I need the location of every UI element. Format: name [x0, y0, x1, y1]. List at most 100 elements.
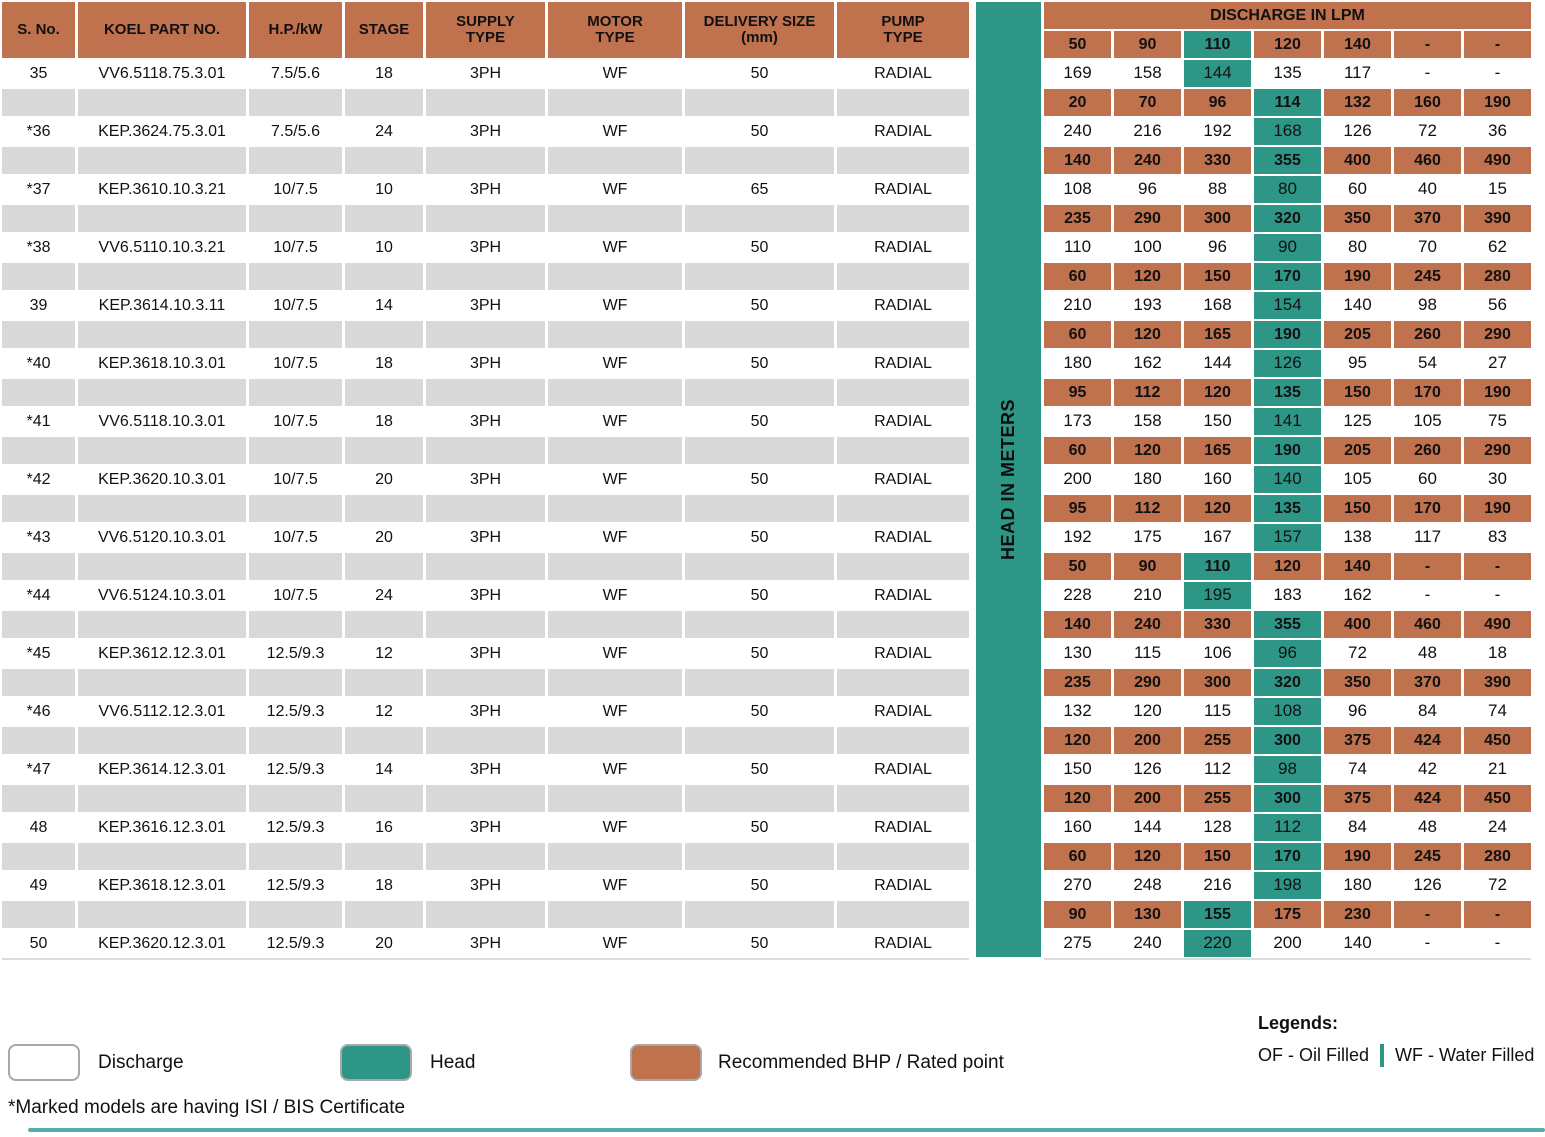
spacer-cell [249, 901, 342, 928]
discharge-cell: 350 [1324, 669, 1391, 696]
spec-cell: KEP.3618.12.3.01 [78, 872, 246, 899]
head-cell: 106 [1184, 640, 1251, 667]
legends-title: Legends: [1258, 1013, 1339, 1033]
head-cell: 144 [1114, 814, 1181, 841]
head-cell: 105 [1394, 408, 1461, 435]
spacer-cell [2, 785, 75, 812]
spacer-cell [345, 205, 423, 232]
discharge-cell: 240 [1114, 147, 1181, 174]
spacer-cell [345, 727, 423, 754]
head-cell: 150 [1044, 756, 1111, 783]
spacer-cell [78, 611, 246, 638]
spacer-cell [345, 89, 423, 116]
head-cell: 83 [1464, 524, 1531, 551]
spec-cell: 3PH [426, 176, 545, 203]
spacer-cell [685, 669, 834, 696]
head-cell: 108 [1254, 698, 1321, 725]
head-cell: 180 [1114, 466, 1181, 493]
spacer-cell [426, 901, 545, 928]
spec-cell: KEP.3616.12.3.01 [78, 814, 246, 841]
spacer-cell [78, 785, 246, 812]
spacer-cell [2, 89, 75, 116]
head-cell: 56 [1464, 292, 1531, 319]
head-cell: 157 [1254, 524, 1321, 551]
head-cell: 128 [1184, 814, 1251, 841]
pump-spec-table: S. No. KOEL PART NO. H.P./kW STAGE SUPPLY TY… [2, 2, 969, 960]
spec-cell: 50 [685, 60, 834, 87]
discharge-cell: 320 [1254, 669, 1321, 696]
discharge-cell: 330 [1184, 147, 1251, 174]
spacer-cell [249, 553, 342, 580]
discharge-cell: 300 [1184, 205, 1251, 232]
spec-cell: 3PH [426, 930, 545, 957]
head-cell: 193 [1114, 292, 1181, 319]
spec-cell: RADIAL [837, 292, 969, 319]
spec-cell: WF [548, 292, 682, 319]
spec-cell: *45 [2, 640, 75, 667]
spacer-cell [685, 785, 834, 812]
head-cell: 160 [1184, 466, 1251, 493]
spec-cell: WF [548, 408, 682, 435]
spacer-cell [685, 205, 834, 232]
head-cell: - [1464, 582, 1531, 609]
spacer-cell [78, 437, 246, 464]
head-cell: 228 [1044, 582, 1111, 609]
head-cell: 100 [1114, 234, 1181, 261]
discharge-cell: 112 [1114, 379, 1181, 406]
column-header: MOTOR TYPE [548, 2, 682, 58]
head-in-meters-bar: HEAD IN METERS [976, 2, 1041, 957]
spacer-cell [249, 321, 342, 348]
spacer-cell [548, 611, 682, 638]
discharge-cell: 120 [1254, 553, 1321, 580]
head-cell: 48 [1394, 640, 1461, 667]
discharge-cell: 132 [1324, 89, 1391, 116]
head-cell: 210 [1114, 582, 1181, 609]
spacer-cell [249, 495, 342, 522]
spacer-cell [345, 147, 423, 174]
spacer-cell [837, 205, 969, 232]
head-cell: 15 [1464, 176, 1531, 203]
spacer-cell [2, 553, 75, 580]
discharge-cell: 450 [1464, 727, 1531, 754]
spec-cell: 48 [2, 814, 75, 841]
head-cell: 167 [1184, 524, 1251, 551]
discharge-cell: 130 [1114, 901, 1181, 928]
spacer-cell [685, 263, 834, 290]
spacer-cell [426, 205, 545, 232]
spacer-cell [2, 379, 75, 406]
spec-cell: 10/7.5 [249, 176, 342, 203]
spec-cell: RADIAL [837, 640, 969, 667]
spec-cell: RADIAL [837, 582, 969, 609]
spec-cell: KEP.3618.10.3.01 [78, 350, 246, 377]
head-cell: 168 [1184, 292, 1251, 319]
spec-cell: KEP.3620.12.3.01 [78, 930, 246, 957]
spacer-cell [345, 901, 423, 928]
bottom-divider-line [28, 1128, 1545, 1132]
spec-cell: 50 [685, 466, 834, 493]
legends-line: OF - Oil Filled WF - Water Filled [1258, 1044, 1534, 1067]
discharge-cell: 120 [1044, 727, 1111, 754]
spec-cell: *44 [2, 582, 75, 609]
spacer-cell [837, 553, 969, 580]
discharge-swatch [8, 1044, 80, 1081]
head-cell: 140 [1324, 930, 1391, 957]
discharge-cell: 135 [1254, 495, 1321, 522]
spec-cell: 14 [345, 756, 423, 783]
head-cell: 216 [1184, 872, 1251, 899]
spec-cell: 12.5/9.3 [249, 814, 342, 841]
spacer-cell [78, 263, 246, 290]
spec-cell: 3PH [426, 292, 545, 319]
spec-cell: 10/7.5 [249, 350, 342, 377]
discharge-cell: 110 [1184, 553, 1251, 580]
discharge-cell: 120 [1114, 321, 1181, 348]
discharge-cell: 70 [1114, 89, 1181, 116]
spec-cell: *37 [2, 176, 75, 203]
discharge-cell: 170 [1254, 843, 1321, 870]
spec-cell: 3PH [426, 408, 545, 435]
head-cell: 24 [1464, 814, 1531, 841]
spacer-cell [685, 843, 834, 870]
spec-cell: 20 [345, 466, 423, 493]
head-cell: 112 [1184, 756, 1251, 783]
discharge-cell: 175 [1254, 901, 1321, 928]
spacer-cell [78, 669, 246, 696]
